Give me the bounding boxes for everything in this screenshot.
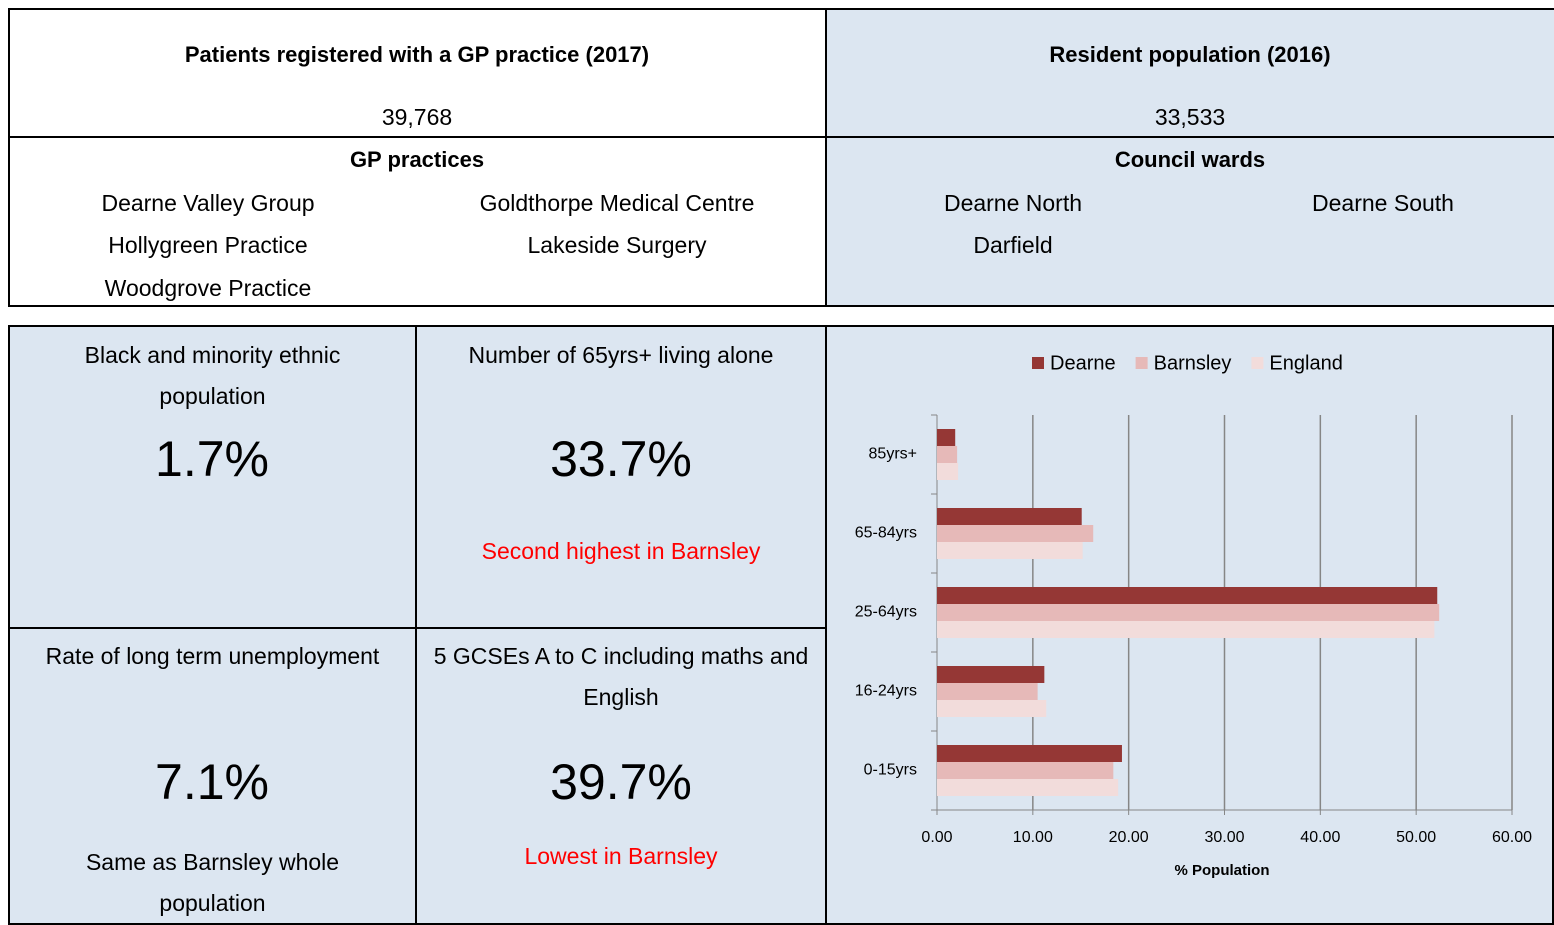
y-tick-label: 25-64yrs: [855, 604, 917, 621]
divider: [415, 325, 417, 925]
x-tick-label: 0.00: [921, 829, 952, 846]
bar: [937, 429, 956, 446]
tile-value: 1.7%: [155, 431, 269, 487]
y-tick-label: 65-84yrs: [855, 525, 917, 542]
ward: Dearne North: [943, 190, 1083, 216]
bar: [937, 621, 1435, 638]
y-tick-label: 85yrs+: [869, 446, 917, 463]
tile-value: 7.1%: [155, 754, 269, 810]
x-tick-label: 40.00: [1300, 829, 1340, 846]
legend-swatch: [1032, 357, 1044, 369]
gp-practices-title: GP practices: [349, 147, 485, 172]
gp-value: 39,768: [381, 104, 453, 130]
x-tick-label: 50.00: [1396, 829, 1436, 846]
gp-practice: Lakeside Surgery: [527, 232, 707, 258]
bar: [937, 779, 1119, 796]
x-tick-label: 30.00: [1204, 829, 1244, 846]
wards-title: Council wards: [1114, 147, 1266, 172]
gp-practice: Hollygreen Practice: [108, 232, 308, 258]
tile-note: Lowest in Barnsley: [524, 843, 718, 869]
gp-title: Patients registered with a GP practice (…: [184, 42, 650, 67]
x-axis-title: % Population: [1175, 862, 1270, 879]
gp-practice: Goldthorpe Medical Centre: [479, 190, 755, 216]
tile-label: 5 GCSEs A to C including maths and Engli…: [433, 643, 809, 710]
bar: [937, 666, 1045, 683]
bar: [937, 508, 1082, 525]
tile-label: Black and minority ethnic population: [84, 342, 341, 409]
gp-practice: Dearne Valley Group: [101, 190, 315, 216]
pop-title: Resident population (2016): [1049, 42, 1331, 67]
legend-swatch: [1135, 357, 1148, 369]
bar: [937, 745, 1122, 762]
divider: [825, 325, 827, 925]
legend-label: England: [1269, 352, 1342, 374]
top-right-panel: [826, 8, 1554, 307]
bar: [937, 525, 1094, 542]
bar: [937, 587, 1438, 604]
top-left-panel: [8, 8, 827, 307]
tile-value: 33.7%: [550, 431, 692, 487]
ward: Dearne South: [1312, 190, 1454, 216]
pop-value: 33,533: [1154, 104, 1226, 130]
y-tick-label: 16-24yrs: [855, 683, 917, 700]
x-tick-label: 20.00: [1109, 829, 1149, 846]
legend-label: Barnsley: [1154, 352, 1232, 374]
legend-label: Dearne: [1050, 352, 1116, 374]
tile-label: Number of 65yrs+ living alone: [468, 342, 774, 368]
tile-value: 39.7%: [550, 754, 692, 810]
legend-swatch: [1251, 357, 1264, 369]
y-tick-label: 0-15yrs: [864, 762, 917, 779]
divider: [8, 136, 1554, 138]
bar: [937, 604, 1440, 621]
x-tick-label: 60.00: [1492, 829, 1532, 846]
tile-label: Rate of long term unemployment: [45, 643, 380, 669]
divider: [8, 627, 826, 629]
bar: [937, 683, 1038, 700]
bar: [937, 700, 1047, 717]
chart: % Population 0.00 10.00 20.00 30.00 40.00 50.…: [855, 352, 1532, 879]
bar: [937, 463, 959, 480]
tile-note: Same as Barnsley whole population: [85, 849, 340, 916]
tile-note: Second highest in Barnsley: [481, 538, 761, 564]
bar: [937, 542, 1083, 559]
bar: [937, 762, 1114, 779]
ward: Darfield: [973, 232, 1053, 258]
x-tick-label: 10.00: [1013, 829, 1053, 846]
gp-practice: Woodgrove Practice: [104, 275, 312, 301]
divider: [825, 8, 827, 307]
bar: [937, 446, 958, 463]
